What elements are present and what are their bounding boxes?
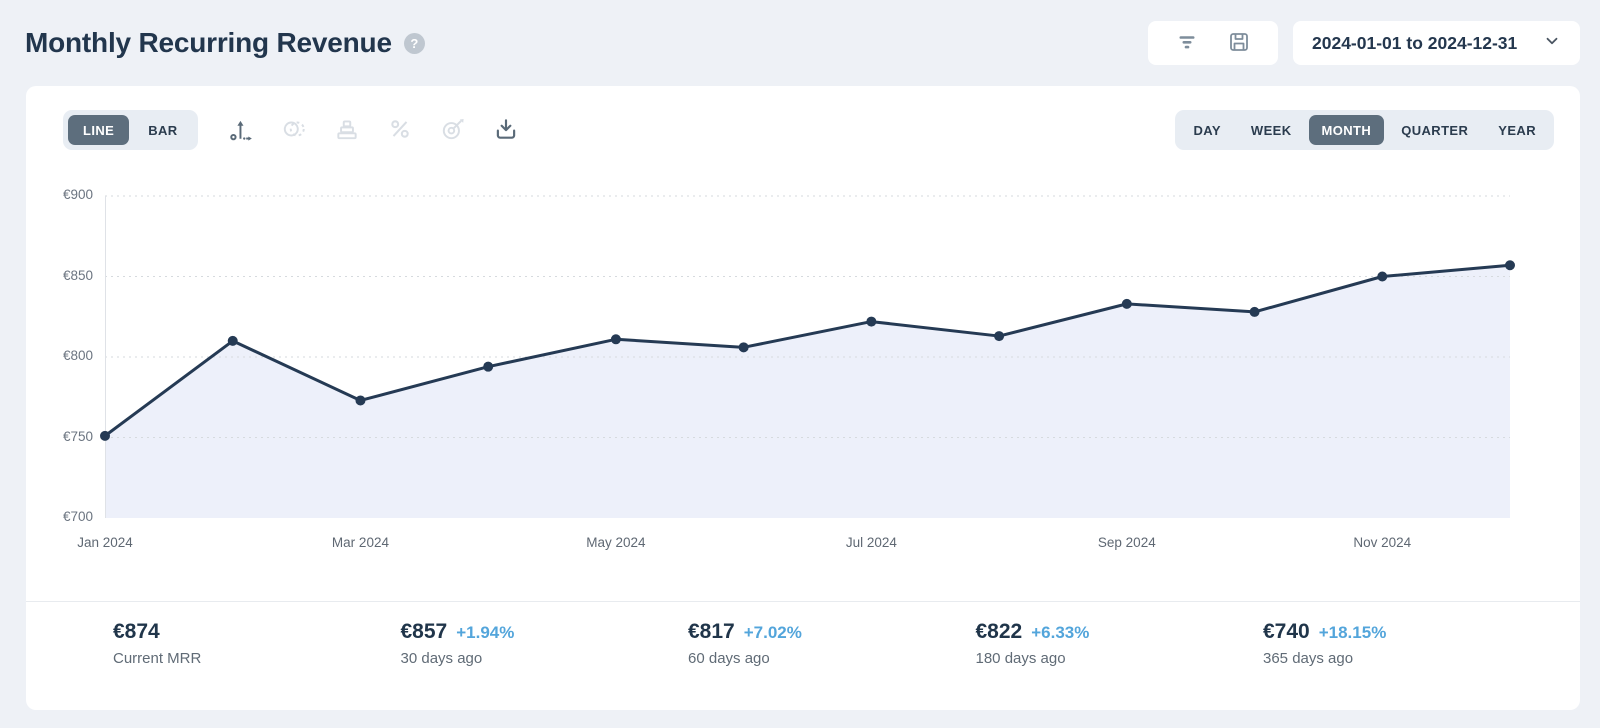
stat-180-days: €822 +6.33% 180 days ago [976,620,1264,667]
x-tick-label: Jul 2024 [845,535,897,550]
x-tick-label: May 2024 [586,535,646,550]
x-tick-label: Nov 2024 [1353,535,1412,550]
chart-type-toggle: LINE BAR [63,110,198,150]
compare-circles-icon [281,116,307,145]
stat-value: €822 [975,620,1023,643]
chart-type-bar-button[interactable]: BAR [133,115,192,145]
goals-button [440,117,466,143]
chevron-down-icon [1543,32,1561,55]
save-button[interactable] [1227,30,1251,57]
chart-type-line-button[interactable]: LINE [68,115,130,145]
axes-icon [228,116,254,145]
data-point[interactable] [483,361,494,372]
interval-month-button[interactable]: MONTH [1308,115,1385,145]
stat-label: 60 days ago [688,650,770,667]
x-tick-label: Sep 2024 [1097,535,1156,550]
stat-365-days: €740 +18.15% 365 days ago [1263,620,1551,667]
stat-30-days: €857 +1.94% 30 days ago [401,620,689,667]
filter-button[interactable] [1175,30,1199,57]
percentages-button [387,117,413,143]
stat-label: 365 days ago [1263,650,1354,667]
y-tick-label: €850 [62,267,93,283]
page-header: Monthly Recurring Revenue ? [0,0,1600,86]
chart-tools [228,117,519,143]
mrr-chart-card: LINE BAR [26,86,1580,710]
chart-toolbar: LINE BAR [63,110,1554,150]
data-point[interactable] [738,342,749,353]
stats-divider [26,601,1580,602]
date-range-value: 2024-01-01 to 2024-12-31 [1312,32,1518,53]
y-tick-label: €750 [62,428,93,444]
download-button[interactable] [493,117,519,143]
page-title: Monthly Recurring Revenue [25,27,392,58]
header-actions [1148,21,1278,65]
date-range-select[interactable]: 2024-01-01 to 2024-12-31 [1293,21,1580,65]
stat-label: 180 days ago [975,650,1066,667]
chart-y-axis: €900 €850 €800 €750 €700 [26,187,94,524]
cohorts-button [334,117,360,143]
data-point[interactable] [994,331,1005,342]
interval-day-button[interactable]: DAY [1180,115,1233,145]
stat-value: €874 [113,620,160,643]
stat-value: €817 [688,620,735,643]
stat-change: +18.15% [1318,623,1387,642]
data-point[interactable] [1505,260,1515,271]
filter-icon [1175,30,1199,57]
data-point[interactable] [1121,298,1132,309]
percent-icon [387,116,413,145]
stat-current-mrr: €874 Current MRR [113,620,401,667]
y-tick-label: €700 [62,509,93,524]
mrr-line-chart[interactable] [100,195,1515,518]
y-tick-label: €900 [62,187,93,202]
chart-x-axis: Jan 2024 Mar 2024 May 2024 Jul 2024 Sep 2024… [77,535,1510,553]
axes-settings-button[interactable] [228,117,254,143]
data-point[interactable] [1377,271,1388,282]
interval-week-button[interactable]: WEEK [1238,115,1305,145]
target-arrow-icon [440,116,466,145]
layer-cake-icon [334,116,360,145]
mrr-series-line [103,263,1512,438]
y-tick-label: €800 [62,348,93,363]
interval-quarter-button[interactable]: QUARTER [1388,115,1481,145]
interval-year-button[interactable]: YEAR [1485,115,1549,145]
mrr-stats-row: €874 Current MRR €857 +1.94% 30 days ago… [113,620,1580,667]
x-tick-label: Mar 2024 [331,535,389,550]
data-point[interactable] [100,430,110,441]
data-point[interactable] [610,334,621,345]
x-tick-label: Jan 2024 [77,535,133,550]
download-icon [493,116,519,145]
data-point[interactable] [1249,306,1260,317]
compare-segments-button [281,117,307,143]
stat-change: +7.02% [743,623,802,642]
stat-label: Current MRR [113,650,202,667]
area-fill [105,265,1510,518]
stat-60-days: €817 +7.02% 60 days ago [688,620,976,667]
stat-value: €740 [1263,620,1310,643]
stat-change: +1.94% [456,623,515,642]
data-point[interactable] [355,395,366,406]
help-icon[interactable]: ? [403,32,425,54]
stat-value: €857 [400,620,448,643]
save-icon [1227,30,1251,57]
data-point[interactable] [866,316,877,327]
interval-toggle: DAY WEEK MONTH QUARTER YEAR [1175,110,1554,150]
stat-change: +6.33% [1031,623,1090,642]
stat-label: 30 days ago [400,650,483,667]
data-point[interactable] [227,335,238,346]
